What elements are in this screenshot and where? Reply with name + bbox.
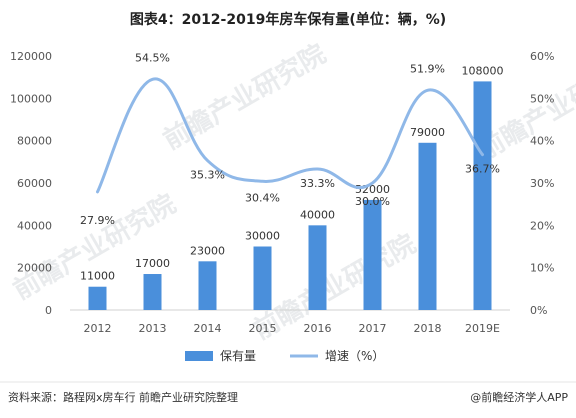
right-axis: 0% 10% 20% 30% 40% 50% 60%: [530, 50, 554, 317]
legend-label-line: 增速（%）: [325, 349, 384, 363]
y-right-tick-label: 20%: [530, 219, 554, 232]
line-data-label: 27.9%: [80, 214, 115, 227]
growth-line: [96, 77, 484, 194]
y-right-tick-label: 10%: [530, 262, 554, 275]
x-tick-label: 2012: [84, 322, 112, 335]
bar-data-label: 40000: [300, 208, 335, 221]
legend: 保有量 增速（%）: [185, 349, 384, 363]
legend-label-bar: 保有量: [220, 349, 256, 363]
y-right-tick-label: 60%: [530, 50, 554, 63]
bar-data-label: 11000: [80, 270, 115, 283]
chart-title: 图表4：2012-2019年房车保有量(单位：辆，%): [130, 11, 446, 28]
line-data-label: 30.4%: [245, 191, 280, 204]
x-tick-label: 2016: [304, 322, 332, 335]
legend-swatch-bar: [185, 351, 213, 361]
x-tick-label: 2014: [194, 322, 222, 335]
y-right-tick-label: 50%: [530, 92, 554, 105]
footer-source: 资料来源：路程网x房车行 前瞻产业研究院整理: [8, 390, 238, 404]
line-data-label: 36.7%: [465, 163, 500, 176]
line-series: 27.9% 54.5% 35.3% 30.4% 33.3% 30.0% 51.9% 36.7%: [80, 51, 500, 227]
bar-data-label: 30000: [245, 230, 280, 243]
bar: [143, 274, 162, 310]
y-left-tick-label: 120000: [10, 50, 52, 63]
y-left-tick-label: 40000: [17, 219, 52, 232]
x-tick-label: 2017: [359, 322, 387, 335]
bar: [473, 81, 492, 311]
bar: [198, 261, 217, 310]
y-right-tick-label: 0%: [530, 304, 547, 317]
bar-data-label: 108000: [462, 64, 504, 77]
line-data-label: 54.5%: [135, 51, 170, 64]
bar: [253, 246, 272, 310]
x-axis: 2012 2013 2014 2015 2016 2017 2018 2019E: [84, 322, 501, 335]
bars: 11000 17000 23000 30000 40000 52000 79000 10800…: [80, 64, 504, 311]
bar-data-label: 23000: [190, 244, 225, 257]
y-left-tick-label: 60000: [17, 177, 52, 190]
bar-data-label: 17000: [135, 257, 170, 270]
y-right-tick-label: 30%: [530, 177, 554, 190]
bar-data-label: 52000: [355, 183, 390, 196]
y-left-tick-label: 0: [45, 304, 52, 317]
left-axis: 0 20000 40000 60000 80000 100000 120000: [10, 50, 52, 317]
watermark-1: 前瞻产业研究院: [158, 38, 331, 156]
line-data-label: 35.3%: [190, 169, 225, 182]
y-left-tick-label: 80000: [17, 135, 52, 148]
y-left-tick-label: 100000: [10, 92, 52, 105]
bar: [308, 225, 327, 310]
line-data-label: 33.3%: [300, 177, 335, 190]
y-right-tick-label: 40%: [530, 135, 554, 148]
bar-data-label: 79000: [410, 126, 445, 139]
bar: [418, 142, 437, 310]
x-tick-label: 2019E: [465, 322, 500, 335]
bar: [88, 286, 107, 310]
x-tick-label: 2015: [249, 322, 277, 335]
line-data-label: 30.0%: [355, 195, 390, 208]
x-tick-label: 2013: [139, 322, 167, 335]
bar: [363, 199, 382, 310]
x-tick-label: 2018: [414, 322, 442, 335]
line-data-label: 51.9%: [410, 62, 445, 75]
footer-credit: @前瞻经济学人APP: [470, 390, 568, 404]
y-left-tick-label: 20000: [17, 262, 52, 275]
